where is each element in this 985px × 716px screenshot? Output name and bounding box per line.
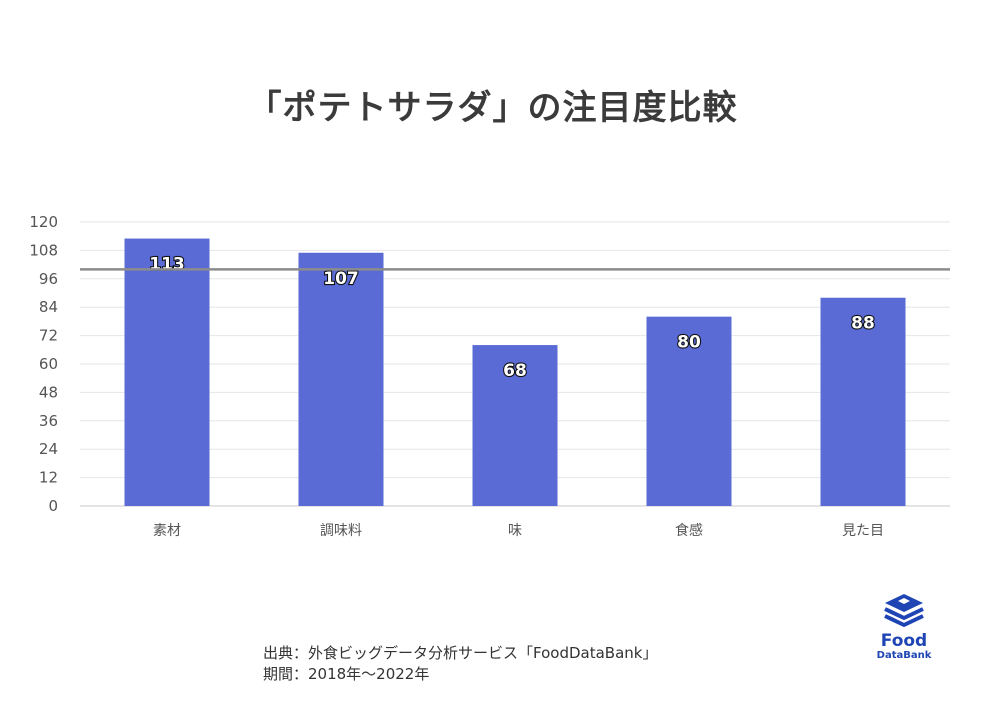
bar [646, 316, 732, 506]
x-tick-label: 味 [508, 523, 522, 539]
logo-subname: DataBank [876, 650, 932, 661]
y-tick-label: 36 [39, 412, 58, 430]
y-tick-label: 48 [39, 383, 58, 401]
x-tick-label: 見た目 [842, 523, 884, 539]
logo-name: Food [880, 631, 928, 651]
data-label: 80 [677, 333, 701, 353]
x-tick-label: 素材 [153, 523, 181, 539]
x-tick-label: 調味料 [320, 523, 362, 539]
data-label: 113 [149, 255, 185, 275]
bar-chart: 0 12 24 36 48 60 72 84 96 108 120 113 素材 107 調味料 68 味 80 食… [29, 213, 950, 539]
data-label: 88 [851, 314, 875, 334]
y-tick-label: 120 [29, 213, 58, 231]
y-tick-label: 60 [39, 355, 58, 373]
bar [820, 297, 906, 506]
bar [124, 238, 210, 507]
y-tick-label: 24 [39, 440, 58, 458]
chart-title: 「ポテトサラダ」の注目度比較 [247, 88, 738, 128]
y-tick-label: 108 [29, 241, 58, 259]
y-tick-label: 96 [39, 270, 58, 288]
y-tick-label: 72 [39, 327, 58, 345]
y-tick-label: 12 [39, 469, 58, 487]
source-note: 出典：外食ビッグデータ分析サービス「FoodDataBank」 期間：2018年… [263, 643, 657, 685]
data-label: 107 [323, 269, 359, 289]
y-tick-label: 84 [39, 298, 58, 316]
x-tick-label: 食感 [675, 522, 703, 539]
bar [298, 252, 384, 506]
stacked-layers-icon [884, 594, 924, 627]
fooddatabank-logo: Food DataBank [868, 592, 940, 662]
data-label: 68 [503, 361, 527, 381]
bar [472, 345, 558, 506]
period-line: 期間：2018年〜2022年 [263, 665, 430, 683]
source-line: 出典：外食ビッグデータ分析サービス「FoodDataBank」 [263, 644, 658, 662]
y-tick-label: 0 [48, 497, 58, 515]
